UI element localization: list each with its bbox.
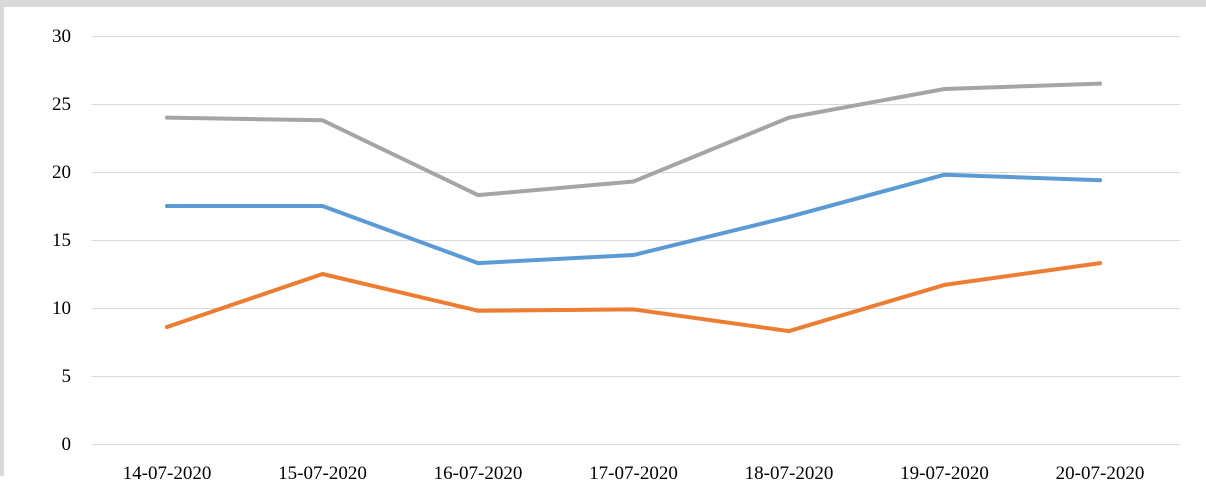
series-line-2 <box>165 261 1102 334</box>
y-tick-label: 5 <box>62 366 72 387</box>
x-tick-label: 18-07-2020 <box>745 463 834 483</box>
series-2-point <box>1098 261 1102 266</box>
line-chart: 0 5 10 15 20 25 30 14-07-2020 15-07-2020 16-07-2… <box>52 26 1180 483</box>
series-2-point <box>787 329 791 334</box>
series-3-point <box>942 87 947 92</box>
x-tick-label: 16-07-2020 <box>434 463 523 483</box>
series-1-point <box>631 252 636 257</box>
y-axis-ticks: 0 5 10 15 20 25 30 <box>52 26 71 455</box>
series-3-point <box>165 115 169 120</box>
x-axis-ticks: 14-07-2020 15-07-2020 16-07-2020 17-07-2020… <box>123 463 1145 483</box>
series-line-3 <box>165 81 1102 198</box>
x-tick-label: 17-07-2020 <box>589 463 678 483</box>
series-1-point <box>165 204 169 208</box>
series-3-point <box>631 179 636 184</box>
x-tick-label: 19-07-2020 <box>900 463 989 483</box>
series-1-point <box>1098 178 1102 183</box>
x-tick-label: 15-07-2020 <box>278 463 367 483</box>
y-tick-label: 15 <box>52 230 71 251</box>
series-3-point <box>476 193 480 198</box>
series-3-point <box>1098 81 1102 86</box>
y-tick-label: 0 <box>62 434 72 455</box>
series-group <box>165 81 1102 334</box>
y-tick-label: 30 <box>52 26 71 47</box>
series-line-1 <box>165 172 1102 266</box>
series-2-point <box>631 307 636 312</box>
series-3-point <box>787 115 791 120</box>
series-1-point <box>476 261 480 266</box>
x-tick-label: 14-07-2020 <box>123 463 212 483</box>
series-2-point <box>476 308 480 313</box>
x-tick-label: 20-07-2020 <box>1056 463 1145 483</box>
y-tick-label: 25 <box>52 94 71 115</box>
y-tick-label: 20 <box>52 162 71 183</box>
series-2-point <box>942 282 947 287</box>
series-3-point <box>320 118 325 123</box>
y-tick-label: 10 <box>52 298 71 319</box>
series-1-point <box>320 204 325 208</box>
gridlines <box>92 36 1180 445</box>
series-1-point <box>787 214 791 219</box>
series-1-point <box>942 172 947 177</box>
series-2-point <box>165 325 169 330</box>
series-2-point <box>320 272 325 276</box>
